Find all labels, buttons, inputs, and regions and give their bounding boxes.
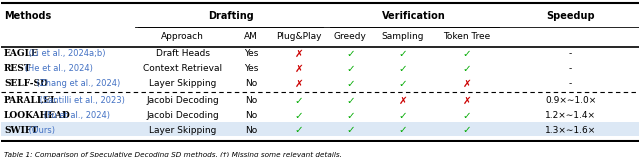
Text: ✓: ✓ <box>295 111 303 121</box>
Text: 0.9×∼1.0×: 0.9×∼1.0× <box>545 96 596 105</box>
Text: ✓: ✓ <box>346 79 355 89</box>
Text: 1.2×∼1.4×: 1.2×∼1.4× <box>545 111 596 120</box>
Text: -: - <box>569 79 572 88</box>
Text: Drafting: Drafting <box>208 11 253 21</box>
Text: Plug&Play: Plug&Play <box>276 32 322 41</box>
Text: AM: AM <box>244 32 259 41</box>
Text: Layer Skipping: Layer Skipping <box>149 126 216 135</box>
Text: ✓: ✓ <box>399 125 408 135</box>
Text: ✓: ✓ <box>399 111 408 121</box>
Text: No: No <box>245 79 257 88</box>
Bar <box>1 122 639 136</box>
Text: ✓: ✓ <box>295 96 303 106</box>
Text: Jacobi Decoding: Jacobi Decoding <box>147 96 219 105</box>
Text: ✓: ✓ <box>463 49 471 59</box>
Text: ✓: ✓ <box>399 79 408 89</box>
Text: ✓: ✓ <box>463 64 471 74</box>
Text: ✗: ✗ <box>295 64 303 74</box>
Text: ✓: ✓ <box>463 111 471 121</box>
Text: SWIFT: SWIFT <box>4 126 38 135</box>
Text: -: - <box>569 64 572 73</box>
Text: ✗: ✗ <box>295 49 303 59</box>
Text: SELF-SD: SELF-SD <box>4 79 47 88</box>
Text: ✗: ✗ <box>463 96 471 106</box>
Text: ✓: ✓ <box>346 49 355 59</box>
Text: No: No <box>245 96 257 105</box>
Text: Methods: Methods <box>4 11 51 21</box>
Text: (Fu et al., 2024): (Fu et al., 2024) <box>42 111 111 120</box>
Text: ✓: ✓ <box>399 64 408 74</box>
Text: Token Tree: Token Tree <box>444 32 490 41</box>
Text: PARALLEL: PARALLEL <box>4 96 58 105</box>
Text: ✓: ✓ <box>295 125 303 135</box>
Text: Table 1: Comparison of Speculative Decoding SD methods. (†) Missing some relevan: Table 1: Comparison of Speculative Decod… <box>4 151 342 157</box>
Text: Sampling: Sampling <box>382 32 424 41</box>
Text: ✓: ✓ <box>463 125 471 135</box>
Text: Jacobi Decoding: Jacobi Decoding <box>147 111 219 120</box>
Text: Yes: Yes <box>244 64 259 73</box>
Text: Draft Heads: Draft Heads <box>156 49 210 58</box>
Text: (Zhang et al., 2024): (Zhang et al., 2024) <box>33 79 120 88</box>
Text: (He et al., 2024): (He et al., 2024) <box>22 64 93 73</box>
Text: No: No <box>245 111 257 120</box>
Text: Greedy: Greedy <box>334 32 367 41</box>
Text: LOOKAHEAD: LOOKAHEAD <box>4 111 70 120</box>
Text: ✗: ✗ <box>463 79 471 89</box>
Text: Speedup: Speedup <box>547 11 595 21</box>
Text: Approach: Approach <box>161 32 204 41</box>
Text: Yes: Yes <box>244 49 259 58</box>
Text: Verification: Verification <box>382 11 446 21</box>
Text: REST: REST <box>4 64 31 73</box>
Text: ✓: ✓ <box>346 64 355 74</box>
Text: -: - <box>569 49 572 58</box>
Text: (Li et al., 2024a;b): (Li et al., 2024a;b) <box>26 49 105 58</box>
Text: ✗: ✗ <box>399 96 408 106</box>
Text: Layer Skipping: Layer Skipping <box>149 79 216 88</box>
Text: 1.3×∼1.6×: 1.3×∼1.6× <box>545 126 596 135</box>
Text: ✓: ✓ <box>346 96 355 106</box>
Text: ✓: ✓ <box>399 49 408 59</box>
Text: (Santilli et al., 2023): (Santilli et al., 2023) <box>38 96 125 105</box>
Text: ✗: ✗ <box>295 79 303 89</box>
Text: No: No <box>245 126 257 135</box>
Text: ✓: ✓ <box>346 111 355 121</box>
Text: (Ours): (Ours) <box>26 126 54 135</box>
Text: Context Retrieval: Context Retrieval <box>143 64 222 73</box>
Text: ✓: ✓ <box>346 125 355 135</box>
Text: EAGLE: EAGLE <box>4 49 39 58</box>
